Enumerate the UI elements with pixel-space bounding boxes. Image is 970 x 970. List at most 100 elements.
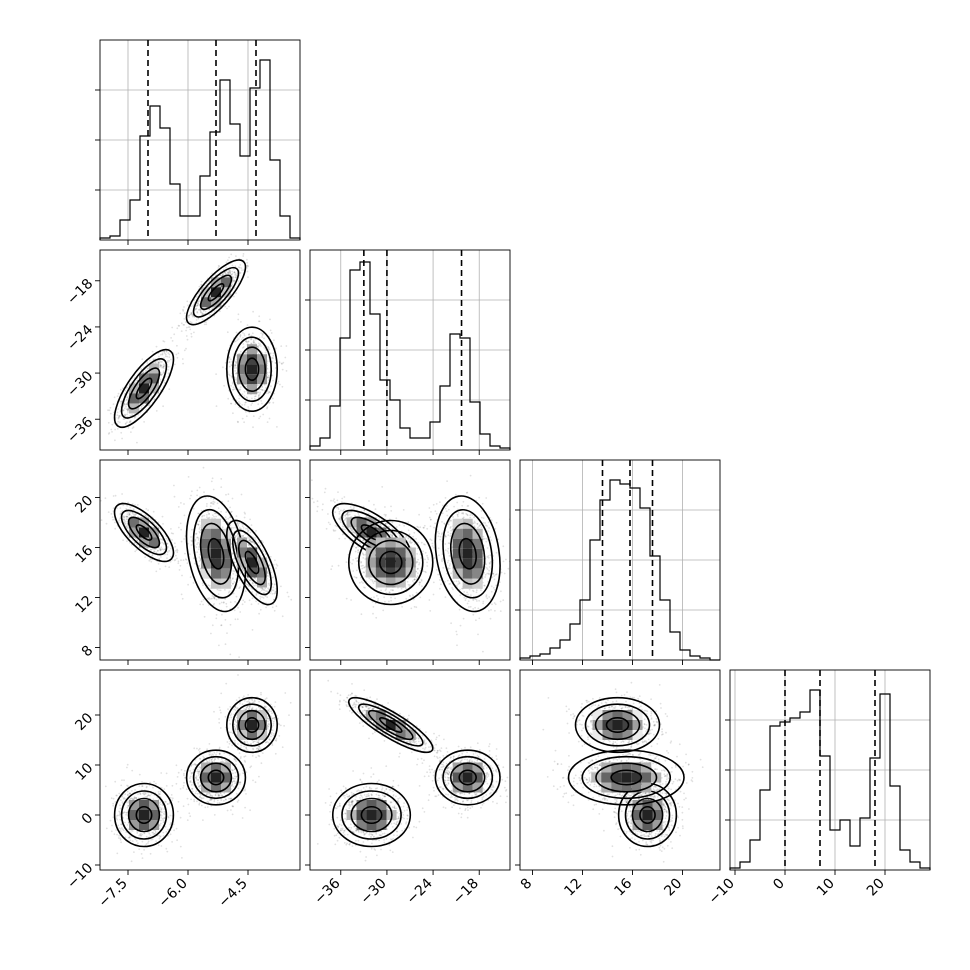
scatter-dot [158, 557, 161, 560]
scatter-dot [181, 358, 184, 360]
scatter-dot [122, 504, 125, 507]
scatter-dot [195, 532, 198, 535]
scatter-dot [180, 502, 182, 504]
scatter-dot [157, 562, 160, 565]
density-cell [129, 527, 139, 538]
density-cell [221, 538, 231, 549]
scatter-dot [233, 286, 236, 289]
scatter-dot [245, 527, 247, 530]
scatter-dot [242, 332, 244, 334]
scatter-dot [153, 548, 155, 550]
scatter-dot [134, 514, 136, 517]
scatter-dot [213, 603, 216, 605]
scatter-dot [126, 534, 129, 537]
scatter-dot [161, 515, 164, 518]
scatter-dot [159, 568, 161, 570]
density-cell [149, 527, 159, 538]
scatter-dot [222, 302, 225, 305]
scatter-dot [254, 545, 257, 548]
scatter-dot [353, 505, 355, 508]
scatter-dot [153, 398, 156, 400]
scatter-dot [124, 389, 127, 392]
scatter-dot [236, 533, 239, 535]
scatter-dot [131, 503, 134, 505]
scatter-dot [250, 603, 253, 606]
scatter-dot [347, 514, 349, 517]
scatter-dot [163, 548, 165, 551]
scatter-dot [273, 609, 276, 612]
histogram-2 [519, 479, 720, 661]
scatter-dot [229, 524, 232, 527]
scatter-dot [256, 346, 259, 349]
scatter-dot [246, 258, 248, 261]
scatter-dot [126, 524, 129, 527]
scatter-dot [200, 600, 203, 603]
scatter-dot [263, 589, 266, 592]
scatter-dot [357, 545, 359, 548]
scatter-dot [233, 271, 236, 273]
scatter-dot [177, 506, 180, 508]
scatter-dot [253, 584, 256, 587]
scatter-dot [368, 500, 370, 502]
scatter-dot [147, 367, 150, 370]
scatter-dot [179, 564, 182, 567]
scatter-dot [239, 611, 242, 613]
scatter-dot [206, 503, 208, 505]
scatter-dot [247, 530, 249, 533]
scatter-dot [257, 396, 260, 398]
hist-panel-3 [725, 669, 931, 875]
scatter-dot [239, 334, 242, 337]
scatter-dot [164, 565, 167, 568]
scatter-dot [252, 341, 255, 344]
scatter-dot [124, 423, 127, 425]
scatter-dot [240, 321, 242, 323]
scatter-dot [178, 325, 181, 327]
scatter-dot [252, 339, 255, 342]
scatter-dot [170, 547, 172, 550]
scatter-dot [183, 312, 186, 315]
scatter-dot [136, 441, 138, 444]
scatter-dot [226, 331, 229, 334]
scatter-dot [233, 271, 236, 274]
scatter-dot [269, 353, 272, 355]
scatter-dot [244, 401, 247, 404]
panel-frame [99, 459, 301, 661]
scatter-dot [213, 310, 216, 312]
scatter-dot [243, 390, 246, 393]
scatter-dot [276, 564, 279, 567]
scatter-dot [112, 518, 114, 521]
scatter-dot [254, 395, 257, 397]
scatter-dot [249, 579, 252, 581]
scatter-dot [207, 511, 210, 513]
scatter-dot [231, 382, 234, 385]
scatter-dot [247, 529, 249, 531]
scatter-dot [245, 340, 248, 343]
scatter-dot [249, 540, 252, 543]
scatter-dot [134, 550, 137, 553]
scatter-dot [248, 539, 251, 542]
scatter-dot [159, 361, 162, 363]
scatter-dot [200, 311, 202, 313]
scatter-dot [230, 364, 233, 366]
panel-frame [99, 39, 301, 241]
scatter-dot [126, 540, 128, 542]
scatter-dot [226, 632, 228, 634]
scatter-dot [124, 414, 126, 417]
scatter-dot [199, 557, 202, 560]
scatter-dot [253, 341, 256, 343]
scatter-dot [125, 399, 128, 401]
scatter-dot [161, 541, 164, 544]
scatter-dot [235, 331, 238, 334]
scatter-dot [122, 387, 124, 390]
scatter-dot [284, 356, 287, 359]
scatter-dot [120, 511, 122, 513]
density-cell [257, 567, 267, 578]
scatter-dot [114, 494, 117, 497]
scatter-dot [265, 590, 267, 592]
scatter-dot [242, 343, 245, 345]
scatter-dot [109, 412, 112, 415]
scatter-dot [248, 334, 250, 336]
scatter-dot [163, 364, 166, 367]
density-cell [149, 537, 159, 548]
scatter-dot [211, 272, 214, 275]
